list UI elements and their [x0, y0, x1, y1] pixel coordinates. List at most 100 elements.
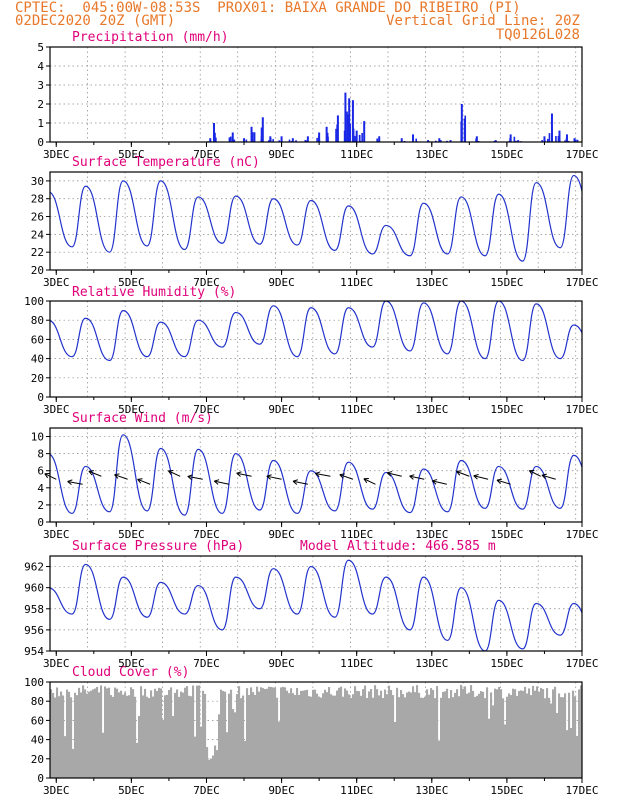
precip-bar	[267, 140, 270, 142]
wind-arrowhead	[266, 474, 272, 480]
xtick-label: 15DEC	[490, 276, 523, 289]
ytick-label: 60	[31, 714, 44, 727]
cloud-bar	[144, 688, 147, 778]
wind-arrow	[114, 474, 128, 480]
cloud-bar	[480, 691, 483, 778]
xtick-label: 9DEC	[268, 276, 295, 289]
cloud-bar	[364, 685, 367, 778]
xtick-label: 17DEC	[565, 657, 598, 670]
panel-1	[46, 171, 583, 275]
precip-bar	[347, 139, 350, 142]
xtick-label: 13DEC	[415, 276, 448, 289]
cloud-bar	[50, 689, 53, 778]
cloud-bar	[86, 693, 89, 778]
cloud-bar	[166, 694, 169, 778]
ytick-label: 30	[31, 175, 44, 188]
cloud-bar	[168, 689, 171, 778]
cloud-bar	[406, 692, 409, 778]
precip-bar	[378, 139, 380, 142]
cloud-bar	[284, 687, 287, 778]
panel-frame	[49, 46, 583, 143]
wind-arrow	[541, 474, 556, 480]
cloud-bar	[194, 736, 197, 778]
cloud-bar	[512, 688, 515, 778]
ytick-label: 20	[31, 372, 44, 385]
xtick-label: 3DEC	[43, 784, 70, 797]
precip-bar	[260, 127, 263, 142]
precip-bar	[440, 140, 442, 142]
cloud-bar	[462, 688, 465, 778]
cloud-bar	[154, 688, 157, 778]
wind-arrowhead	[339, 473, 345, 479]
precip-bar	[335, 131, 338, 142]
cloud-bar	[520, 690, 523, 778]
wind-arrowhead	[409, 474, 415, 480]
cloud-bar	[218, 714, 221, 778]
precip-bar	[517, 140, 520, 142]
cloud-bar	[338, 687, 341, 778]
cloud-bar	[434, 698, 437, 778]
cloud-bar	[410, 692, 413, 778]
precip-bar	[557, 135, 560, 142]
cloud-bar	[416, 685, 419, 778]
precip-bar	[565, 138, 568, 142]
cloud-bar	[322, 693, 325, 778]
precip-bar	[573, 138, 576, 142]
precip-bar	[348, 98, 351, 142]
precip-bar	[449, 140, 452, 142]
cloud-bar	[262, 688, 265, 778]
cloud-bar	[180, 691, 183, 778]
precip-bar	[565, 134, 568, 142]
cloud-bar	[380, 690, 383, 778]
ytick-label: 962	[24, 561, 44, 574]
cloud-bar	[454, 692, 457, 778]
cloud-bar	[558, 693, 561, 778]
cloud-bar	[54, 697, 57, 778]
wind-arrow	[187, 475, 203, 480]
cloud-bar	[412, 686, 415, 778]
cloud-bar	[282, 686, 285, 778]
cloud-bar	[80, 692, 83, 778]
cloud-bar	[58, 696, 61, 778]
cloud-bar	[78, 687, 81, 778]
precip-bar	[400, 138, 403, 142]
precip-bar	[358, 134, 361, 142]
precip-bar	[460, 121, 463, 142]
cloud-bar	[298, 694, 301, 778]
xtick-label: 7DEC	[193, 784, 220, 797]
cloud-bar	[526, 693, 529, 778]
cloud-bar	[344, 688, 347, 778]
cloud-bar	[188, 695, 191, 778]
cloud-bar	[550, 703, 553, 778]
panel-2	[46, 300, 583, 402]
ytick-label: 20	[31, 753, 44, 766]
ytick-label: 956	[24, 624, 44, 637]
wind-arrowhead	[44, 472, 50, 479]
series-1	[50, 174, 582, 262]
series-line	[50, 301, 582, 362]
precip-bar	[252, 132, 254, 142]
rh-title: Relative Humidity (%)	[72, 285, 237, 300]
precip-bar	[306, 140, 309, 142]
cloud-bar	[72, 748, 75, 778]
cloud-bar	[404, 697, 407, 778]
cloud-bar	[578, 689, 581, 778]
precip-bar	[513, 136, 516, 142]
cloud-bar	[94, 688, 97, 778]
precip-bar	[376, 138, 379, 142]
wind-arrow	[236, 472, 252, 477]
precip-bar	[412, 134, 415, 142]
wind-arrow	[363, 478, 376, 485]
cloud-bar	[544, 698, 547, 778]
xtick-label: 3DEC	[43, 528, 70, 541]
cloud-bar	[136, 742, 139, 778]
cloud-bar	[432, 689, 435, 778]
panel-frame	[49, 427, 583, 523]
wind-arrowhead	[431, 479, 438, 485]
cloud-bar	[250, 687, 253, 778]
cloud-bar	[302, 690, 305, 778]
precip-bar	[550, 113, 553, 142]
precip-bar	[272, 139, 274, 142]
xtick-label: 17DEC	[565, 276, 598, 289]
xtick-label: 7DEC	[193, 403, 220, 416]
